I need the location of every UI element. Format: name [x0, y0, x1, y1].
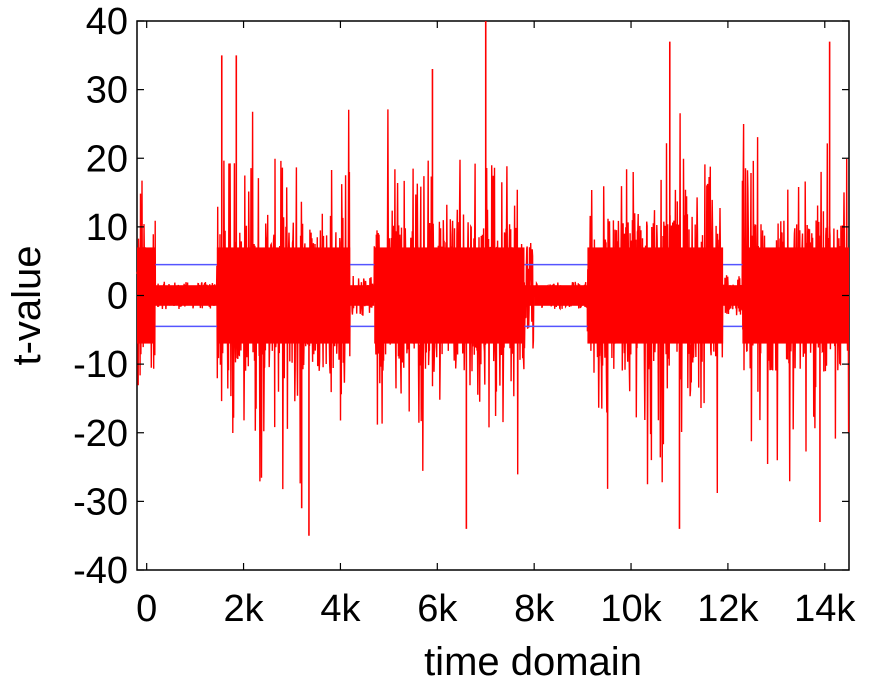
threshold-layer — [137, 247, 849, 344]
y-tick-label: -10 — [73, 344, 128, 386]
y-tick-label: 20 — [86, 138, 128, 180]
signal-dense-band — [155, 285, 217, 306]
signal-dense-band — [534, 285, 588, 306]
signal-dense-band-overlay — [374, 247, 525, 344]
y-tick-label: -30 — [73, 481, 128, 523]
y-tick-label: -20 — [73, 413, 128, 455]
signal-dense-band-overlay — [742, 247, 849, 344]
signal-dense-band-overlay — [216, 247, 351, 344]
signal-dense-band-overlay — [587, 247, 724, 344]
y-tick-label: 0 — [107, 276, 128, 318]
y-tick-label: 40 — [86, 1, 128, 43]
x-tick-label: 8k — [514, 588, 555, 630]
x-tick-label: 2k — [223, 588, 264, 630]
signal-dense-band — [524, 285, 535, 306]
y-tick-label: 30 — [86, 70, 128, 112]
signal-dense-band — [350, 285, 375, 306]
x-tick-label: 4k — [320, 588, 361, 630]
plot-area — [136, 20, 850, 571]
y-tick-label: 10 — [86, 207, 128, 249]
x-tick-label: 12k — [697, 588, 759, 630]
y-axis: -40 -30 -20 -10 0 10 20 30 40 — [73, 1, 849, 592]
x-tick-label: 6k — [417, 588, 458, 630]
y-axis-title: t-value — [5, 245, 49, 365]
x-tick-label: 10k — [600, 588, 662, 630]
x-axis: 0 2k 4k 6k 8k 10k 12k 14k — [136, 21, 856, 630]
x-tick-label: 0 — [136, 588, 157, 630]
y-tick-label: -40 — [73, 550, 128, 592]
signal-dense-band-overlay — [137, 247, 156, 344]
x-tick-label: 14k — [794, 588, 856, 630]
signal-dense-band — [723, 285, 743, 306]
x-axis-title: time domain — [424, 640, 642, 683]
